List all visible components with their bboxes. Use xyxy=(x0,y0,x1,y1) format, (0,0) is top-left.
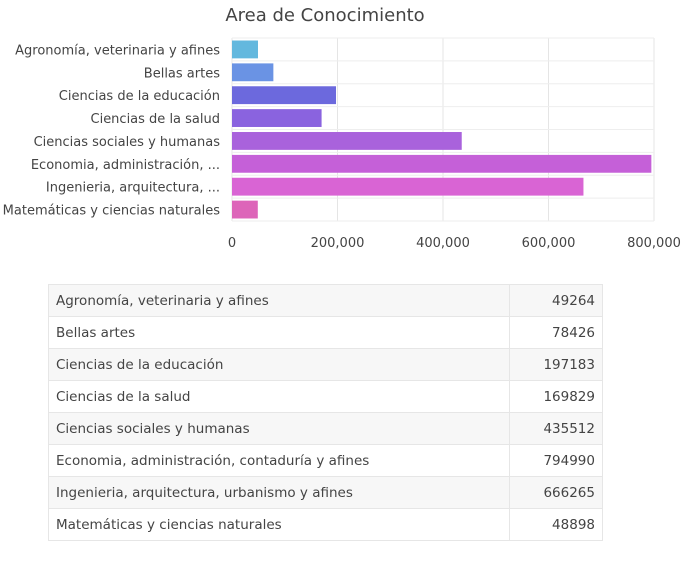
chart-title: Area de Conocimiento xyxy=(225,5,424,26)
x-tick-label: 600,000 xyxy=(522,236,576,251)
table-row: Ingenieria, arquitectura, urbanismo y af… xyxy=(48,476,603,509)
chart-x-axis: 0 200,000 400,000 600,000 800,000 xyxy=(228,236,681,251)
table-cell-value: 794990 xyxy=(509,444,603,477)
table-cell-label: Agronomía, veterinaria y afines xyxy=(48,284,510,317)
table-row: Ciencias sociales y humanas 435512 xyxy=(48,412,603,445)
table-cell-value: 48898 xyxy=(509,508,603,541)
category-label: Agronomía, veterinaria y afines xyxy=(15,43,220,58)
table-row: Bellas artes 78426 xyxy=(48,316,603,349)
x-tick-label: 0 xyxy=(228,236,236,251)
table-cell-value: 169829 xyxy=(509,380,603,413)
table-cell-label: Economia, administración, contaduría y a… xyxy=(48,444,510,477)
table-cell-label: Bellas artes xyxy=(48,316,510,349)
category-label: Matemáticas y ciencias naturales xyxy=(3,204,221,219)
table-row: Ciencias de la salud 169829 xyxy=(48,380,603,413)
bar xyxy=(232,109,322,127)
data-table: Agronomía, veterinaria y afines 49264 Bell… xyxy=(48,284,603,541)
chart-bars xyxy=(232,40,652,219)
bar xyxy=(232,132,462,150)
table-cell-label: Ciencias sociales y humanas xyxy=(48,412,510,445)
chart-grid xyxy=(231,37,655,222)
category-label: Ciencias de la salud xyxy=(91,112,221,127)
bar xyxy=(232,200,258,219)
x-tick-label: 200,000 xyxy=(311,236,365,251)
chart-category-labels: Agronomía, veterinaria y afines Bellas ar… xyxy=(3,43,221,218)
category-label: Economia, administración, ... xyxy=(31,158,220,173)
table-cell-label: Ingenieria, arquitectura, urbanismo y af… xyxy=(48,476,510,509)
table-cell-label: Ciencias de la educación xyxy=(48,348,510,381)
category-label: Ingenieria, arquitectura, ... xyxy=(46,181,220,196)
table-row: Agronomía, veterinaria y afines 49264 xyxy=(48,284,603,317)
category-label: Ciencias de la educación xyxy=(59,89,220,104)
table-row: Ciencias de la educación 197183 xyxy=(48,348,603,381)
bar xyxy=(232,86,337,105)
bar-chart: Area de Conocimiento Agronomía, veterina… xyxy=(3,5,681,251)
bar xyxy=(232,154,652,173)
table-row: Economia, administración, contaduría y a… xyxy=(48,444,603,477)
table-cell-value: 49264 xyxy=(509,284,603,317)
bar xyxy=(232,63,274,82)
table-cell-value: 435512 xyxy=(509,412,603,445)
table-cell-value: 197183 xyxy=(509,348,603,381)
x-tick-label: 400,000 xyxy=(416,236,470,251)
category-label: Ciencias sociales y humanas xyxy=(34,135,221,150)
bar xyxy=(232,40,258,59)
category-label: Bellas artes xyxy=(144,66,220,81)
table-cell-label: Ciencias de la salud xyxy=(48,380,510,413)
table-cell-value: 78426 xyxy=(509,316,603,349)
bar xyxy=(232,177,584,196)
x-tick-label: 800,000 xyxy=(627,236,681,251)
table-row: Matemáticas y ciencias naturales 48898 xyxy=(48,508,603,541)
table-cell-value: 666265 xyxy=(509,476,603,509)
table-cell-label: Matemáticas y ciencias naturales xyxy=(48,508,510,541)
